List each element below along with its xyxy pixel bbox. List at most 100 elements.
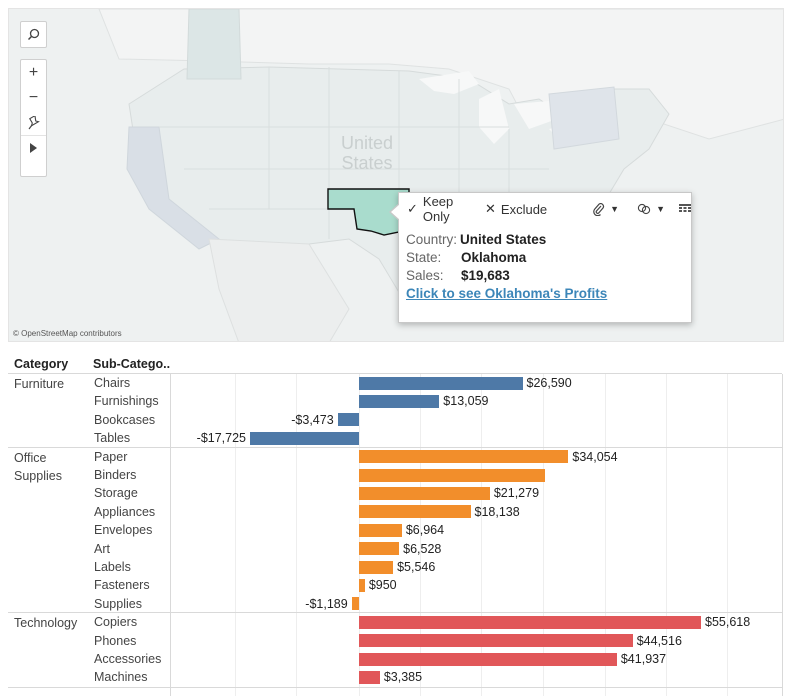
bar-value-label: $950 [368,578,397,593]
bar-value-label: $26,590 [526,376,572,390]
bar-value-label: $55,618 [705,615,751,630]
paperclip-icon [593,202,605,216]
bar-paper[interactable] [359,450,569,464]
bar-furnishings[interactable] [359,394,440,408]
gridline [296,374,297,696]
play-icon[interactable] [21,135,46,160]
bar-accessories[interactable] [359,652,617,666]
bar-envelopes[interactable] [359,523,402,537]
bar-art[interactable] [359,542,400,556]
tooltip-toolbar: ✓ Keep Only ✕ Exclude ▼ ▼ [407,194,691,224]
gridline [543,374,544,696]
table-bottom-line [8,686,782,688]
exclude-button[interactable]: ✕ Exclude [485,201,548,217]
subcategory-label[interactable]: Fasteners [94,578,150,593]
subcategory-label[interactable]: Phones [94,633,137,648]
subcategory-label[interactable]: Bookcases [94,412,156,427]
subcategory-label[interactable]: Art [94,541,110,556]
map-attribution: © OpenStreetMap contributors [13,329,122,338]
tooltip-row-sales: Sales: $19,683 [406,268,510,283]
tooltip-details: Country: United States State: Oklahoma S… [406,231,607,303]
bar-bookcases[interactable] [337,413,359,427]
zoom-out-icon[interactable]: − [28,88,39,106]
bar-value-label: $18,138 [474,504,520,519]
subcategory-label[interactable]: Accessories [94,652,162,666]
bar-value-label: $41,937 [620,652,667,666]
subcategory-label[interactable]: Appliances [94,504,156,519]
gridline [666,374,667,696]
category-label[interactable]: Furniture [14,377,65,391]
bar-value-label: -$1,189 [305,596,348,611]
subcategory-label[interactable]: Tables [94,431,131,446]
country-label: United States [340,133,394,173]
subcategory-label[interactable]: Chairs [94,376,131,390]
gridline [235,374,236,696]
bar-supplies[interactable] [351,597,359,611]
x-icon: ✕ [485,201,496,216]
tooltip-row-country: Country: United States [406,232,547,247]
state-tooltip: ✓ Keep Only ✕ Exclude ▼ ▼ Country: Unite… [389,192,692,323]
bar-chairs[interactable] [359,376,523,390]
table-grid-icon [679,204,691,212]
paperclip-menu-button[interactable]: ▼ [593,202,620,216]
chevron-down-icon: ▼ [656,204,665,214]
subcategory-label[interactable]: Paper [94,449,128,464]
bar-value-label: $34,054 [572,449,618,464]
map-search-control[interactable] [20,21,47,48]
header-category[interactable]: Category [14,357,69,371]
chevron-down-icon: ▼ [610,204,620,214]
gridline [420,374,421,696]
subcategory-label[interactable]: Labels [94,560,131,574]
bar-appliances[interactable] [359,505,471,519]
bar-value-label: $13,059 [443,394,489,409]
gridline [727,374,728,696]
tooltip-row-state: State: Oklahoma [406,250,527,265]
bar-machines[interactable] [359,670,380,684]
bar-labels[interactable] [359,560,394,574]
map-view[interactable]: United States + − © OpenStreetMap contri… [8,8,784,342]
subcategory-label[interactable]: Storage [94,486,138,501]
group-menu-button[interactable]: ▼ [637,203,665,215]
group-icon [637,203,651,215]
category-label[interactable]: Office Supplies [14,450,62,483]
search-icon[interactable] [21,22,46,47]
table-frame-right [782,374,783,696]
bar-storage[interactable] [359,486,490,500]
subcategory-label[interactable]: Supplies [94,596,142,611]
table-frame-left [170,374,171,696]
keep-only-button[interactable]: ✓ Keep Only [407,194,454,224]
bar-value-label: $3,385 [383,670,423,685]
gridline [481,374,482,696]
bar-value-label: $6,964 [405,523,445,538]
bar-phones[interactable] [359,634,633,648]
group-separator [8,373,782,374]
subcategory-label[interactable]: Copiers [94,615,138,630]
zoom-in-icon[interactable]: + [28,63,39,81]
header-subcategory[interactable]: Sub-Catego.. [93,357,171,371]
group-separator [8,612,782,614]
bar-value-label: -$17,725 [196,431,247,446]
map-canvas [9,9,783,341]
bar-fasteners[interactable] [359,578,365,592]
bar-value-label: $21,279 [493,486,540,501]
subcategory-label[interactable]: Machines [94,670,148,685]
bar-value-label: $44,516 [636,633,682,648]
map-zoom-controls: + − [20,59,47,177]
bar-value-label: $6,528 [403,541,442,556]
checkmark-icon: ✓ [407,201,418,216]
profits-link[interactable]: Click to see Oklahoma's Profits [406,286,608,301]
bar-binders[interactable] [359,468,545,482]
group-separator [8,446,782,448]
subcategory-label[interactable]: Furnishings [94,394,159,409]
bar-copiers[interactable] [359,615,701,629]
bar-value-label: $5,546 [397,560,436,574]
subcategory-label[interactable]: Binders [94,468,137,482]
gridline [605,374,606,696]
sales-bar-table: Category Sub-Catego.. Furniture Chairs $26… [0,350,795,697]
subcategory-label[interactable]: Envelopes [94,523,153,538]
bar-tables[interactable] [250,431,359,445]
view-data-button[interactable] [679,204,691,214]
bar-value-label: -$3,473 [291,412,334,427]
category-label[interactable]: Technology [14,616,78,631]
pin-icon[interactable] [21,110,46,135]
